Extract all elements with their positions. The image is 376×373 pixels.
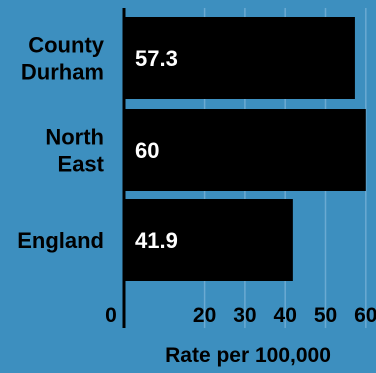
bar-value-label-2: 41.9 <box>135 228 178 253</box>
tick-label-60: 60 <box>354 304 376 327</box>
bar-2 <box>124 199 293 281</box>
bar-value-labels: 57.3 60 41.9 <box>135 46 178 253</box>
bar-value-label-1: 60 <box>135 138 159 163</box>
category-label-line: East <box>58 152 105 177</box>
tick-label-0: 0 <box>105 304 117 327</box>
category-label-2: England <box>17 228 104 253</box>
tick-label-40: 40 <box>274 304 297 327</box>
category-labels: County Durham North East England <box>17 33 105 254</box>
tick-label-30: 30 <box>233 304 256 327</box>
category-label-line: England <box>17 228 104 253</box>
tick-label-50: 50 <box>314 304 337 327</box>
bar-value-label-0: 57.3 <box>135 46 178 71</box>
category-label-line: County <box>28 33 105 58</box>
x-axis-tick-labels: 0 20 30 40 50 60 <box>105 304 376 327</box>
x-axis-title: Rate per 100,000 <box>165 344 331 367</box>
category-label-line: North <box>45 125 104 150</box>
bar-1 <box>124 109 366 191</box>
category-label-1: North East <box>45 125 104 177</box>
bars <box>124 17 366 281</box>
bar-0 <box>124 17 355 99</box>
category-label-line: Durham <box>21 60 104 85</box>
tick-label-20: 20 <box>193 304 216 327</box>
category-label-0: County Durham <box>21 33 105 85</box>
